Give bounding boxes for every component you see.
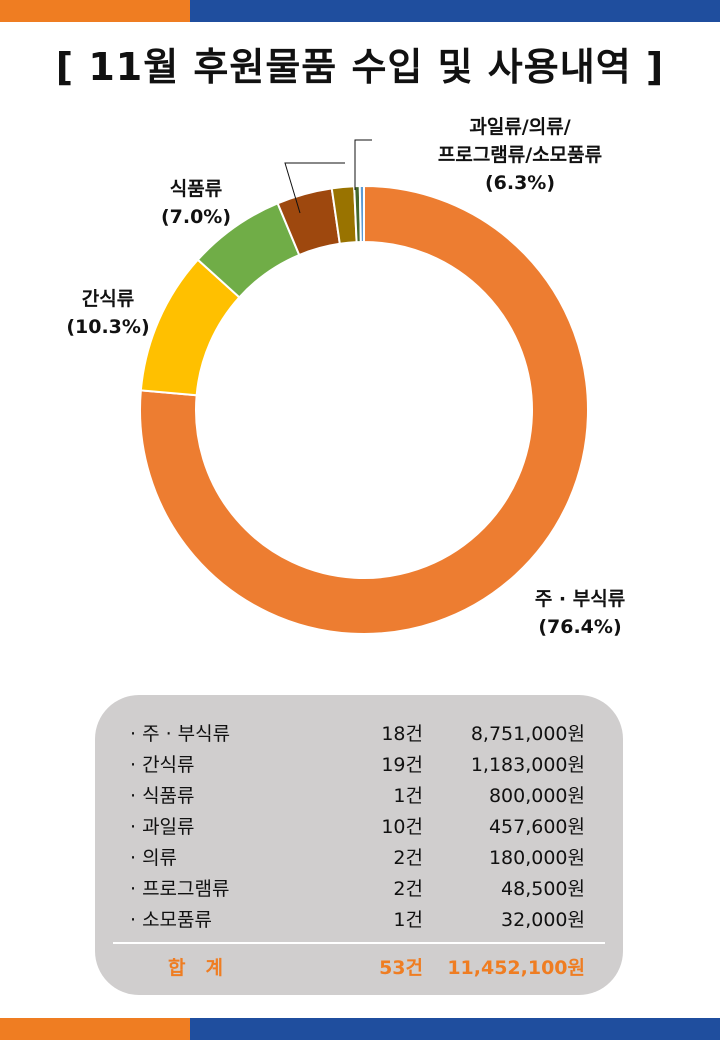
row-count: 2건	[393, 847, 423, 869]
slice-6	[358, 184, 365, 244]
label-others-line1: 과일류/의류/	[469, 116, 570, 138]
summary-row: · 식품류 1건 800,000원	[95, 781, 623, 811]
leader-lines	[284, 139, 372, 214]
row-category: · 식품류	[130, 785, 195, 807]
total-label: 합계	[168, 957, 243, 979]
summary-row: · 의류 2건 180,000원	[95, 843, 623, 873]
summary-total-row: 합계 53건 11,452,100원	[95, 953, 623, 983]
total-amount: 11,452,100원	[447, 957, 585, 979]
row-amount: 48,500원	[501, 878, 585, 900]
bottom-blue-segment	[190, 1018, 720, 1040]
row-category: · 과일류	[130, 816, 195, 838]
label-others-line2: 프로그램류/소모품류	[438, 144, 602, 166]
label-main-name: 주 · 부식류	[535, 588, 625, 610]
row-amount: 32,000원	[501, 909, 585, 931]
label-food-pct: (7.0%)	[161, 206, 231, 228]
row-category: · 프로그램류	[130, 878, 230, 900]
label-food-name: 식품류	[170, 178, 222, 200]
row-count: 18건	[381, 723, 423, 745]
donut-chart: 주 · 부식류 (76.4%) 간식류 (10.3%) 식품류 (7.0%) 과…	[66, 116, 625, 638]
page-title: [ 11월 후원물품 수입 및 사용내역 ]	[55, 45, 665, 89]
leader-line-clothes	[354, 139, 372, 190]
row-category: · 주 · 부식류	[130, 723, 231, 745]
slice-labels: 주 · 부식류 (76.4%) 간식류 (10.3%) 식품류 (7.0%) 과…	[66, 116, 625, 638]
summary-row: · 간식류 19건 1,183,000원	[95, 750, 623, 780]
slice-0	[139, 184, 589, 635]
bottom-accent-bar	[0, 1018, 720, 1040]
row-count: 19건	[381, 754, 423, 776]
total-count: 53건	[379, 957, 423, 979]
row-count: 1건	[393, 909, 423, 931]
row-amount: 8,751,000원	[470, 723, 585, 745]
row-category: · 간식류	[130, 754, 195, 776]
summary-panel: · 주 · 부식류 18건 8,751,000원 · 간식류 19건 1,183…	[95, 695, 623, 995]
label-others-pct: (6.3%)	[485, 172, 555, 194]
summary-row: · 과일류 10건 457,600원	[95, 812, 623, 842]
top-orange-segment	[0, 0, 190, 22]
row-amount: 800,000원	[488, 785, 585, 807]
summary-divider	[113, 942, 605, 944]
row-amount: 457,600원	[488, 816, 585, 838]
row-count: 2건	[393, 878, 423, 900]
row-category: · 소모품류	[130, 909, 212, 931]
row-category: · 의류	[130, 847, 178, 869]
chart-slices	[139, 184, 589, 635]
label-snack-pct: (10.3%)	[66, 316, 149, 338]
top-accent-bar	[0, 0, 720, 22]
summary-row: · 주 · 부식류 18건 8,751,000원	[95, 719, 623, 749]
row-count: 10건	[381, 816, 423, 838]
row-amount: 180,000원	[488, 847, 585, 869]
summary-row: · 소모품류 1건 32,000원	[95, 905, 623, 935]
top-blue-segment	[190, 0, 720, 22]
row-amount: 1,183,000원	[470, 754, 585, 776]
summary-row: · 프로그램류 2건 48,500원	[95, 874, 623, 904]
bottom-orange-segment	[0, 1018, 190, 1040]
leader-line-fruit	[284, 162, 345, 214]
label-snack-name: 간식류	[82, 288, 134, 310]
label-main-pct: (76.4%)	[538, 616, 621, 638]
row-count: 1건	[393, 785, 423, 807]
